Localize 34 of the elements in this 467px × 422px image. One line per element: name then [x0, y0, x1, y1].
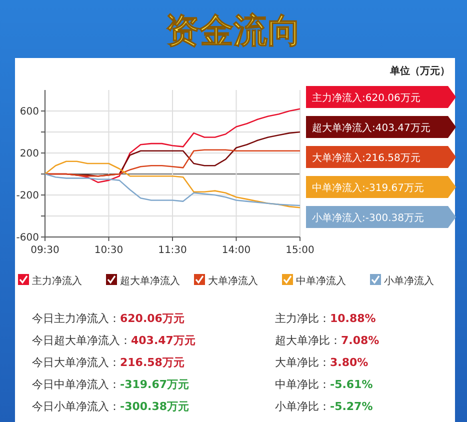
text: 中单净流入:-319.67万元: [312, 182, 424, 194]
text: 大单净流入:216.58万元: [312, 152, 420, 164]
chart-title: 资金流向: [166, 11, 302, 51]
legend-label: 主力净流入: [32, 275, 82, 287]
text: 超大单净比：7.08%: [275, 334, 380, 347]
line-series: [44, 149, 301, 177]
y-tick-label: 200: [20, 148, 39, 160]
text: 中单净比：-5.61%: [275, 378, 373, 391]
text: 今日中单净流入：-319.67万元: [32, 378, 190, 391]
text: 大单净比：3.80%: [275, 356, 368, 369]
y-tick-label: -600: [16, 232, 39, 244]
text: 今日大单净流入：216.58万元: [32, 356, 184, 369]
text: 单位（万元）: [389, 65, 450, 77]
text: 今日主力净流入：620.06万元: [32, 312, 184, 325]
y-tick-label: -200: [16, 190, 39, 202]
x-tick-label: 09:30: [30, 245, 60, 256]
x-tick-label: 15:00: [286, 245, 314, 256]
y-tick-label: 600: [20, 106, 39, 118]
x-tick-label: 11:30: [158, 245, 187, 256]
text: 今日小单净流入：-300.38万元: [32, 400, 190, 413]
text: 今日超大单净流入：403.47万元: [32, 334, 196, 347]
text: 主力净流入:620.06万元: [312, 92, 420, 104]
line-series: [44, 160, 301, 208]
line-series: [44, 173, 301, 206]
text: 小单净流入:-300.38万元: [312, 212, 424, 224]
text: 超大单净流入:403.47万元: [312, 122, 430, 134]
text: 主力净比：10.88%: [275, 312, 376, 325]
x-tick-label: 10:30: [94, 245, 124, 256]
x-tick-label: 14:00: [222, 245, 251, 256]
legend-label: 超大单净流入: [120, 275, 180, 287]
legend-label: 大单净流入: [208, 275, 258, 287]
text: 小单净比：-5.27%: [275, 400, 373, 413]
legend-label: 中单净流入: [296, 275, 346, 287]
legend-label: 小单净流入: [384, 275, 434, 287]
